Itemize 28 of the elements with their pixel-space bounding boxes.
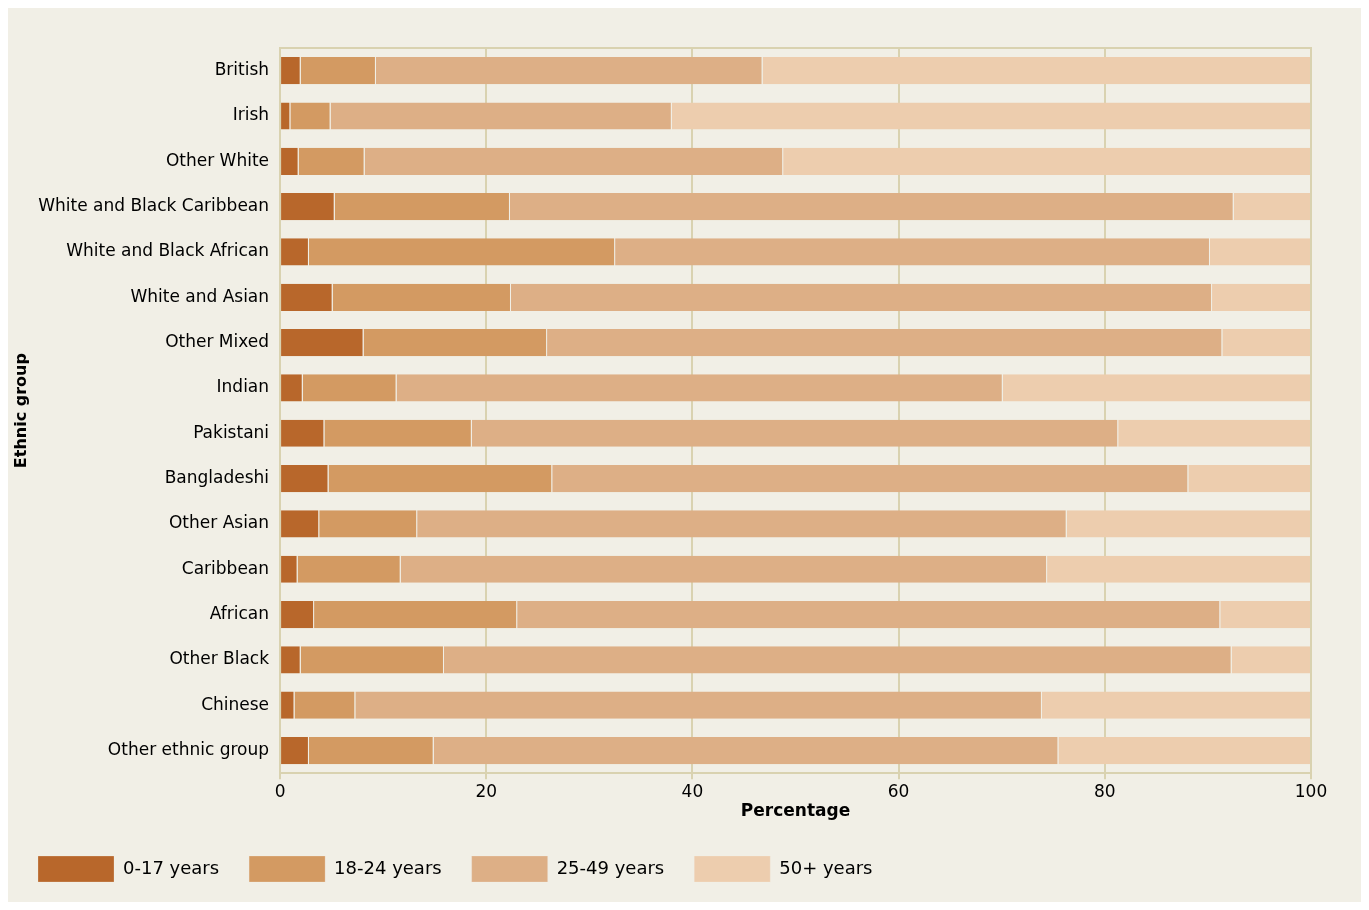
legend-label: 25-49 years bbox=[556, 856, 665, 878]
x-tick-label: 60 bbox=[887, 780, 910, 801]
legend-label: 50+ years bbox=[779, 856, 873, 878]
legend-label: 0-17 years bbox=[123, 856, 220, 878]
y-tick-label: White and Black Caribbean bbox=[38, 195, 270, 216]
y-tick-label: Chinese bbox=[201, 693, 270, 714]
y-tick-label: Caribbean bbox=[181, 557, 270, 578]
x-tick-label: 40 bbox=[681, 780, 704, 801]
y-tick-label: Other Asian bbox=[168, 512, 270, 533]
y-axis-title: Ethnic group bbox=[10, 353, 30, 469]
y-tick-label: British bbox=[214, 59, 270, 80]
y-tick-label: White and Asian bbox=[130, 285, 270, 306]
x-tick-label: 20 bbox=[475, 780, 498, 801]
legend-label: 18-24 years bbox=[334, 856, 442, 878]
y-tick-label: White and Black African bbox=[66, 240, 270, 261]
y-tick-label: Other Black bbox=[169, 648, 270, 669]
x-tick-label: 80 bbox=[1093, 780, 1116, 801]
x-tick-label: 0 bbox=[274, 780, 286, 801]
y-tick-label: Pakistani bbox=[193, 421, 270, 442]
y-tick-label: Other ethnic group bbox=[107, 738, 270, 759]
y-tick-label: Irish bbox=[232, 104, 270, 125]
y-tick-label: Bangladeshi bbox=[164, 467, 270, 488]
y-tick-label: Indian bbox=[216, 376, 270, 397]
y-tick-label: Other Mixed bbox=[165, 331, 270, 352]
y-tick-label: African bbox=[209, 602, 270, 623]
x-tick-label: 100 bbox=[1294, 780, 1328, 801]
x-axis-title: Percentage bbox=[740, 800, 851, 821]
y-tick-label: Other White bbox=[165, 149, 270, 170]
